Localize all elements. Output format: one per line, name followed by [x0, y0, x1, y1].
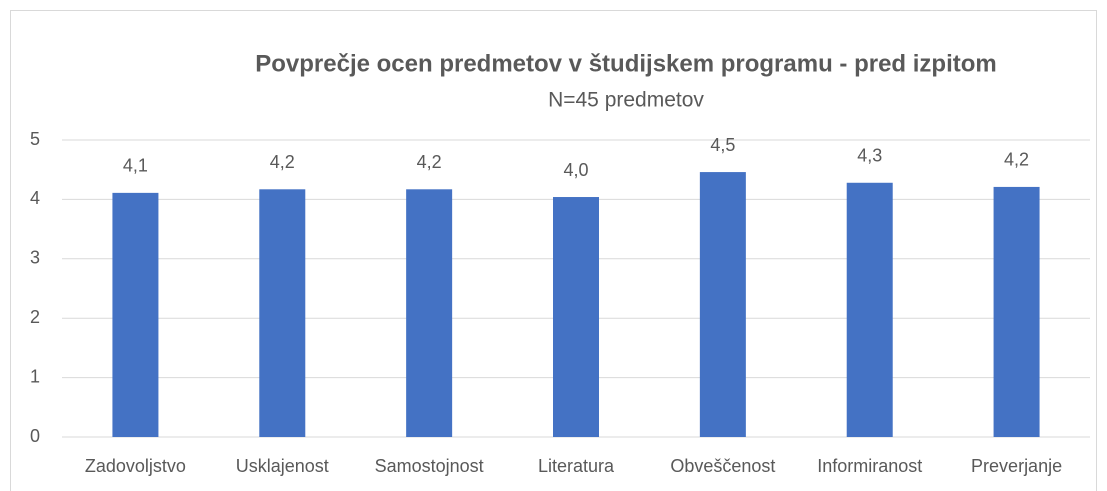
- x-tick-label: Samostojnost: [375, 456, 484, 476]
- y-tick-label: 0: [30, 426, 40, 446]
- data-label: 4,5: [710, 135, 735, 155]
- bar: [112, 192, 159, 437]
- x-tick-label: Literatura: [538, 456, 615, 476]
- data-label: 4,2: [1004, 150, 1029, 170]
- y-tick-label: 3: [30, 248, 40, 268]
- data-label: 4,2: [270, 152, 295, 172]
- x-tick-label: Informiranost: [817, 456, 922, 476]
- chart-subtitle: N=45 predmetov: [548, 89, 704, 112]
- data-label: 4,0: [563, 160, 588, 180]
- bar: [406, 189, 453, 437]
- bar: [993, 186, 1040, 437]
- data-label: 4,2: [417, 152, 442, 172]
- y-tick-label: 4: [30, 188, 40, 208]
- x-tick-label: Usklajenost: [236, 456, 329, 476]
- x-tick-label: Obveščenost: [670, 456, 775, 476]
- y-tick-label: 2: [30, 307, 40, 327]
- bar: [699, 172, 746, 438]
- data-label: 4,1: [123, 156, 148, 176]
- data-label: 4,3: [857, 146, 882, 166]
- x-tick-label: Preverjanje: [971, 456, 1062, 476]
- y-tick-label: 1: [30, 366, 40, 386]
- y-tick-label: 5: [30, 129, 40, 149]
- bar: [259, 189, 306, 437]
- bar: [846, 182, 893, 437]
- x-tick-label: Zadovoljstvo: [85, 456, 186, 476]
- chart-title: Povprečje ocen predmetov v študijskem pr…: [255, 50, 997, 77]
- bar: [553, 197, 599, 437]
